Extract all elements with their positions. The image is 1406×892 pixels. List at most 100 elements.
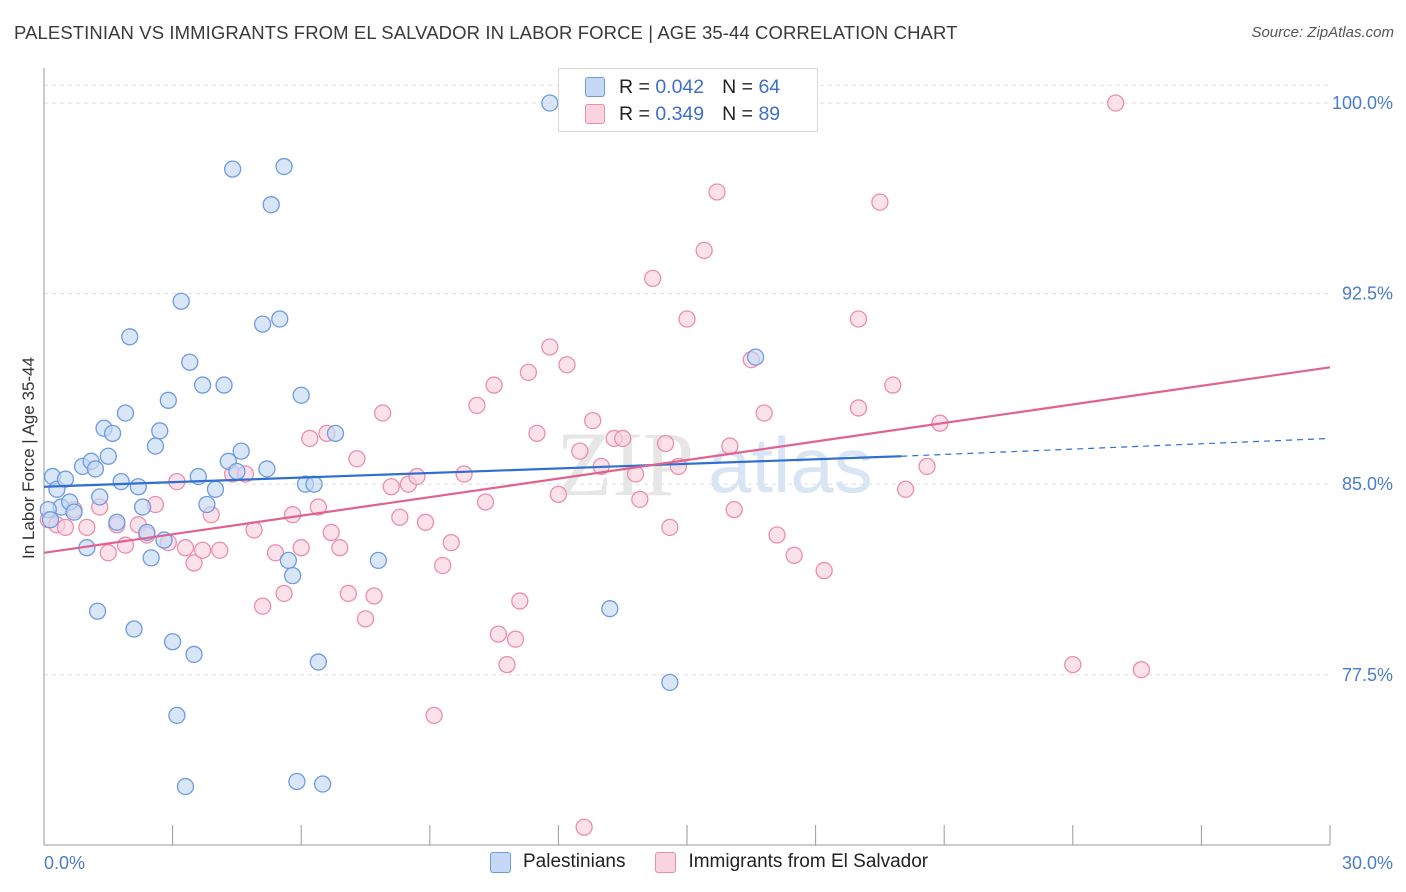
point-el-salvador — [322, 523, 340, 542]
point-el-salvador — [309, 498, 327, 516]
point-palestinians — [271, 310, 289, 328]
legend-swatch-pink — [585, 104, 605, 124]
tick-labels: 77.5% 85.0% 92.5% 100.0% 0.0% 30.0% — [44, 93, 1393, 873]
y-tick-label: 100.0% — [1332, 93, 1393, 113]
legend-label: Palestinians — [523, 851, 626, 872]
point-el-salvador — [176, 539, 195, 557]
legend-label: Immigrants from El Salvador — [688, 851, 929, 872]
point-palestinians — [193, 376, 212, 394]
point-palestinians — [133, 498, 152, 516]
point-palestinians — [159, 391, 177, 409]
point-palestinians — [181, 353, 199, 371]
point-palestinians — [262, 196, 280, 214]
point-palestinians — [253, 315, 272, 333]
y-axis-title: In Labor Force | Age 35-44 — [19, 357, 38, 559]
point-el-salvador — [1107, 94, 1125, 112]
point-palestinians — [223, 160, 242, 178]
legend-r-label: R = — [619, 75, 650, 98]
legend-r-value: 0.349 — [655, 102, 705, 125]
point-palestinians — [112, 472, 130, 491]
legend-r-label: R = — [619, 102, 650, 125]
point-palestinians — [163, 633, 182, 651]
point-palestinians — [258, 460, 276, 478]
point-el-salvador — [871, 193, 889, 211]
point-el-salvador — [541, 338, 559, 356]
point-el-salvador — [193, 541, 212, 559]
point-el-salvador — [725, 500, 743, 519]
point-palestinians — [151, 422, 169, 440]
point-palestinians — [168, 706, 186, 725]
point-el-salvador — [768, 526, 786, 544]
y-tick-label: 85.0% — [1342, 474, 1393, 494]
legend-row-el-salvador: R = 0.349 N = 89 — [585, 101, 780, 127]
point-el-salvador — [785, 546, 803, 564]
legend-row-palestinians: R = 0.042 N = 64 — [585, 74, 780, 100]
point-palestinians — [288, 772, 306, 791]
point-palestinians — [228, 462, 246, 481]
point-el-salvador — [631, 490, 649, 509]
point-palestinians — [215, 376, 233, 394]
point-palestinians — [601, 600, 619, 618]
point-el-salvador — [661, 518, 679, 537]
y-tick-label: 77.5% — [1342, 665, 1393, 685]
point-el-salvador — [99, 544, 117, 562]
point-el-salvador — [434, 556, 452, 575]
point-el-salvador — [511, 592, 529, 610]
point-palestinians — [86, 460, 105, 478]
point-el-salvador — [1132, 661, 1151, 679]
point-el-salvador — [292, 539, 310, 557]
point-el-salvador — [365, 587, 383, 605]
point-el-salvador — [275, 584, 293, 603]
legend-n-value: 64 — [758, 75, 781, 98]
legend-swatch-blue — [490, 851, 511, 873]
point-el-salvador — [918, 457, 936, 476]
point-el-salvador — [528, 424, 546, 443]
point-palestinians — [185, 645, 203, 664]
point-el-salvador — [301, 429, 319, 448]
point-palestinians — [121, 328, 139, 346]
point-palestinians — [142, 549, 160, 567]
point-el-salvador — [339, 584, 358, 603]
point-palestinians — [116, 404, 135, 422]
point-el-salvador — [614, 429, 632, 448]
stats-legend: R = 0.042 N = 64 R = 0.349 N = 89 — [558, 68, 818, 132]
trend-lines — [43, 366, 1331, 554]
point-el-salvador — [519, 363, 538, 382]
y-tick-label: 92.5% — [1342, 284, 1393, 304]
point-palestinians — [283, 567, 302, 585]
data-points — [39, 94, 1151, 836]
point-el-salvador — [283, 506, 302, 524]
point-el-salvador — [571, 442, 589, 460]
legend-item-el-salvador[interactable]: Immigrants from El Salvador — [655, 851, 928, 873]
point-el-salvador — [721, 437, 739, 455]
axes — [43, 68, 1331, 846]
point-palestinians — [125, 620, 143, 638]
point-el-salvador — [253, 597, 272, 615]
point-palestinians — [56, 470, 75, 488]
point-el-salvador — [78, 518, 96, 537]
point-el-salvador — [849, 399, 868, 417]
point-el-salvador — [755, 404, 773, 422]
point-palestinians — [305, 475, 323, 493]
point-el-salvador — [468, 396, 486, 415]
legend-swatch-pink — [655, 851, 677, 873]
point-el-salvador — [416, 513, 435, 531]
point-el-salvador — [549, 485, 568, 503]
legend-swatch-blue — [585, 77, 605, 97]
point-palestinians — [279, 551, 297, 570]
point-palestinians — [232, 442, 250, 460]
legend-n-value: 89 — [758, 102, 781, 125]
trend-line-palestinians-extension — [901, 437, 1331, 457]
point-el-salvador — [656, 434, 675, 453]
point-palestinians — [292, 386, 310, 404]
legend-item-palestinians[interactable]: Palestinians — [490, 851, 625, 873]
point-palestinians — [275, 157, 293, 176]
point-el-salvador — [695, 241, 713, 260]
point-el-salvador — [382, 478, 400, 496]
point-el-salvador — [506, 630, 525, 648]
point-el-salvador — [1064, 655, 1082, 674]
point-el-salvador — [815, 561, 833, 580]
point-el-salvador — [558, 356, 576, 374]
point-el-salvador — [211, 541, 229, 559]
